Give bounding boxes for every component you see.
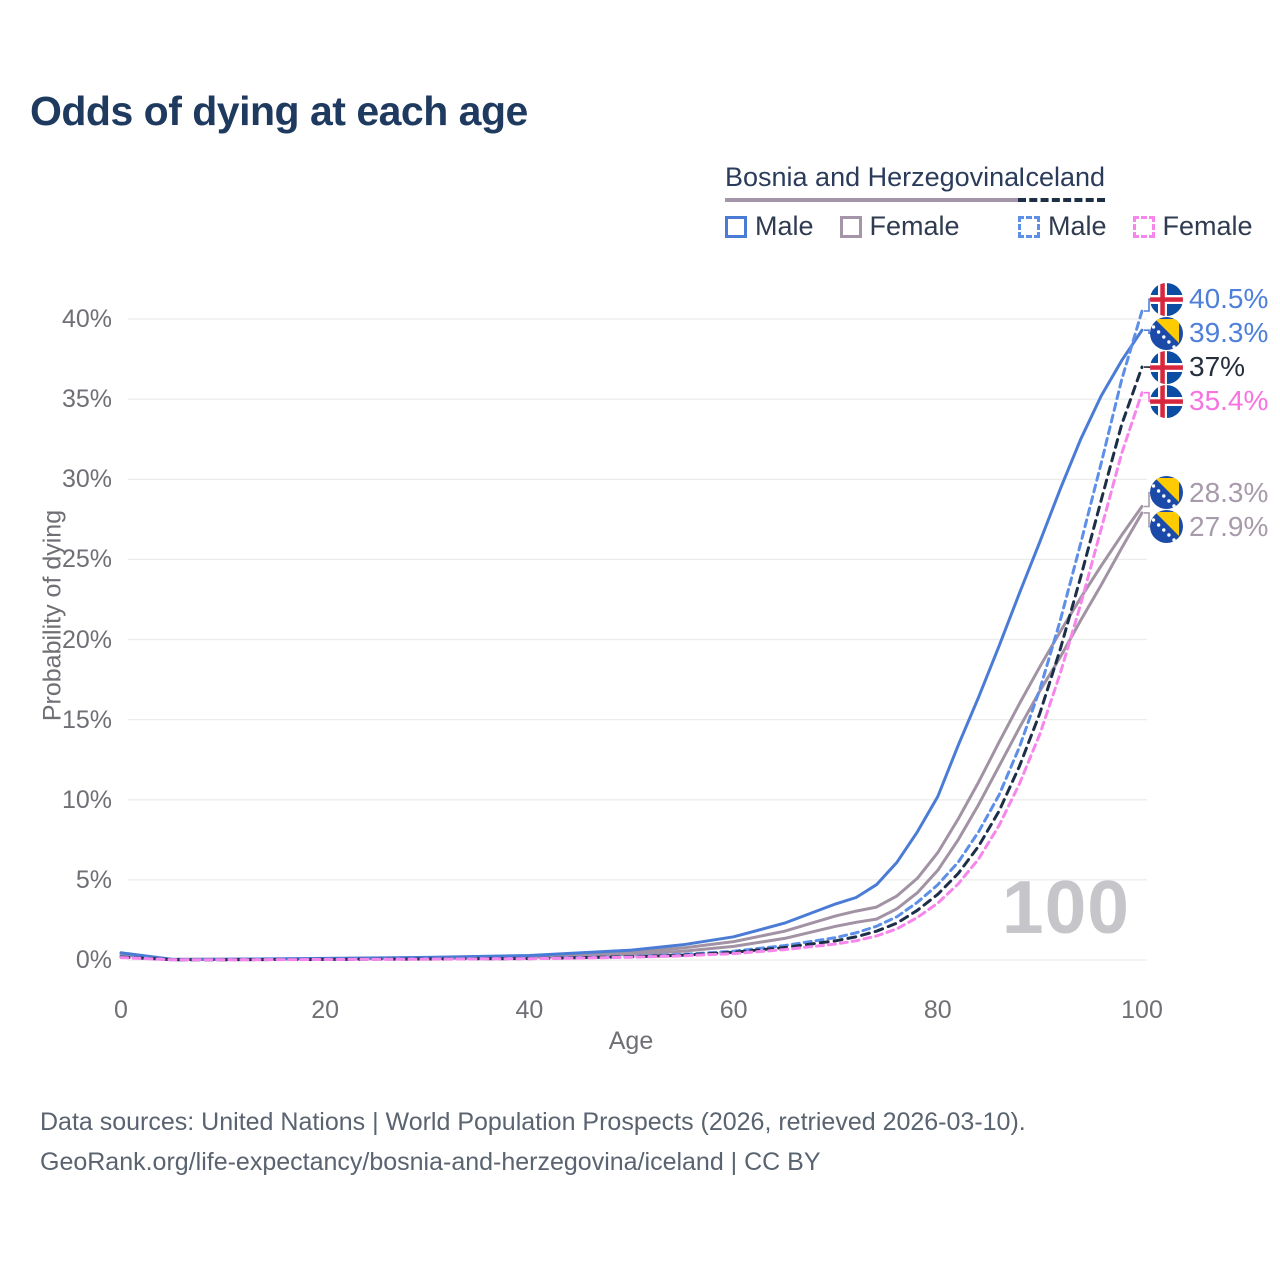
iceland-flag-icon bbox=[1150, 384, 1183, 418]
legend-item-iceland-male[interactable]: Male bbox=[1018, 211, 1107, 242]
end-label-value: 27.9% bbox=[1189, 510, 1269, 542]
legend-country-iceland: Iceland bbox=[1018, 162, 1106, 202]
end-label-isl-female: 35.4% bbox=[1150, 384, 1268, 418]
end-label-bih-male: 39.3% bbox=[1150, 316, 1268, 350]
footer-sources: Data sources: United Nations | World Pop… bbox=[40, 1108, 1026, 1136]
legend-label: Female bbox=[1162, 211, 1253, 241]
legend-label: Female bbox=[869, 211, 960, 241]
selected-age-watermark: 100 bbox=[1001, 865, 1130, 949]
iceland-flag-icon bbox=[1150, 350, 1183, 384]
legend-item-bosnia-female[interactable]: Female bbox=[839, 211, 960, 242]
bosnia-flag-icon bbox=[1150, 316, 1183, 350]
iceland-flag-icon bbox=[1150, 282, 1183, 316]
legend-swatch-iceland-male bbox=[1018, 215, 1040, 238]
series-line-isl-male[interactable] bbox=[119, 309, 1144, 962]
end-label-value: 37% bbox=[1189, 351, 1246, 383]
legend-swatch-bosnia-female bbox=[839, 215, 862, 238]
legend-label: Male bbox=[755, 211, 814, 241]
x-tick-80: 80 bbox=[923, 996, 952, 1024]
y-tick-20%: 20% bbox=[61, 625, 112, 654]
end-label-isl-male: 40.5% bbox=[1150, 282, 1268, 316]
end-label-isl-both: 37% bbox=[1150, 350, 1245, 384]
legend-item-bosnia-male[interactable]: Male bbox=[725, 211, 814, 242]
bosnia-flag-icon bbox=[1150, 476, 1183, 510]
end-label-value: 28.3% bbox=[1189, 476, 1269, 508]
y-tick-15%: 15% bbox=[61, 705, 112, 734]
legend-swatch-iceland-female bbox=[1132, 215, 1155, 238]
footer-attribution: GeoRank.org/life-expectancy/bosnia-and-h… bbox=[40, 1148, 821, 1176]
legend-item-iceland-female[interactable]: Female bbox=[1132, 211, 1253, 242]
end-label-bih-female: 27.9% bbox=[1150, 510, 1268, 544]
legend-country-bosnia: Bosnia and Herzegovina bbox=[725, 162, 1020, 202]
page-title: Odds of dying at each age bbox=[30, 88, 528, 134]
x-tick-60: 60 bbox=[719, 996, 748, 1024]
y-tick-30%: 30% bbox=[61, 465, 112, 494]
series-line-isl-both[interactable] bbox=[119, 365, 1144, 962]
series-line-bih-male[interactable] bbox=[119, 328, 1144, 961]
series-line-bih-both[interactable] bbox=[119, 505, 1144, 961]
legend-group-iceland: Iceland Male Female bbox=[1018, 162, 1253, 242]
legend-swatch-bosnia-male bbox=[725, 215, 747, 238]
x-tick-0: 0 bbox=[114, 996, 128, 1024]
y-tick-0%: 0% bbox=[75, 946, 112, 974]
bosnia-flag-icon bbox=[1150, 510, 1183, 544]
end-label-value: 39.3% bbox=[1189, 317, 1269, 349]
series-line-bih-female[interactable] bbox=[119, 511, 1144, 961]
y-tick-25%: 25% bbox=[61, 545, 112, 574]
legend-items-iceland: Male Female bbox=[1018, 211, 1253, 242]
legend-group-bosnia: Bosnia and Herzegovina Male Female bbox=[725, 162, 1020, 242]
x-tick-100: 100 bbox=[1121, 996, 1163, 1024]
y-tick-5%: 5% bbox=[75, 865, 112, 894]
x-axis-title: Age bbox=[608, 1027, 654, 1055]
y-tick-35%: 35% bbox=[61, 385, 112, 414]
series-line-isl-female[interactable] bbox=[119, 391, 1144, 962]
x-tick-40: 40 bbox=[515, 996, 544, 1024]
y-tick-10%: 10% bbox=[61, 785, 112, 814]
legend-items-bosnia: Male Female bbox=[725, 211, 1019, 242]
end-label-value: 35.4% bbox=[1189, 385, 1269, 417]
y-axis-title: Probability of dying bbox=[38, 509, 67, 722]
y-tick-40%: 40% bbox=[61, 305, 112, 333]
end-label-value: 40.5% bbox=[1189, 283, 1269, 315]
x-tick-20: 20 bbox=[311, 996, 340, 1024]
end-label-bih-both: 28.3% bbox=[1150, 476, 1268, 510]
legend-label: Male bbox=[1048, 211, 1107, 241]
